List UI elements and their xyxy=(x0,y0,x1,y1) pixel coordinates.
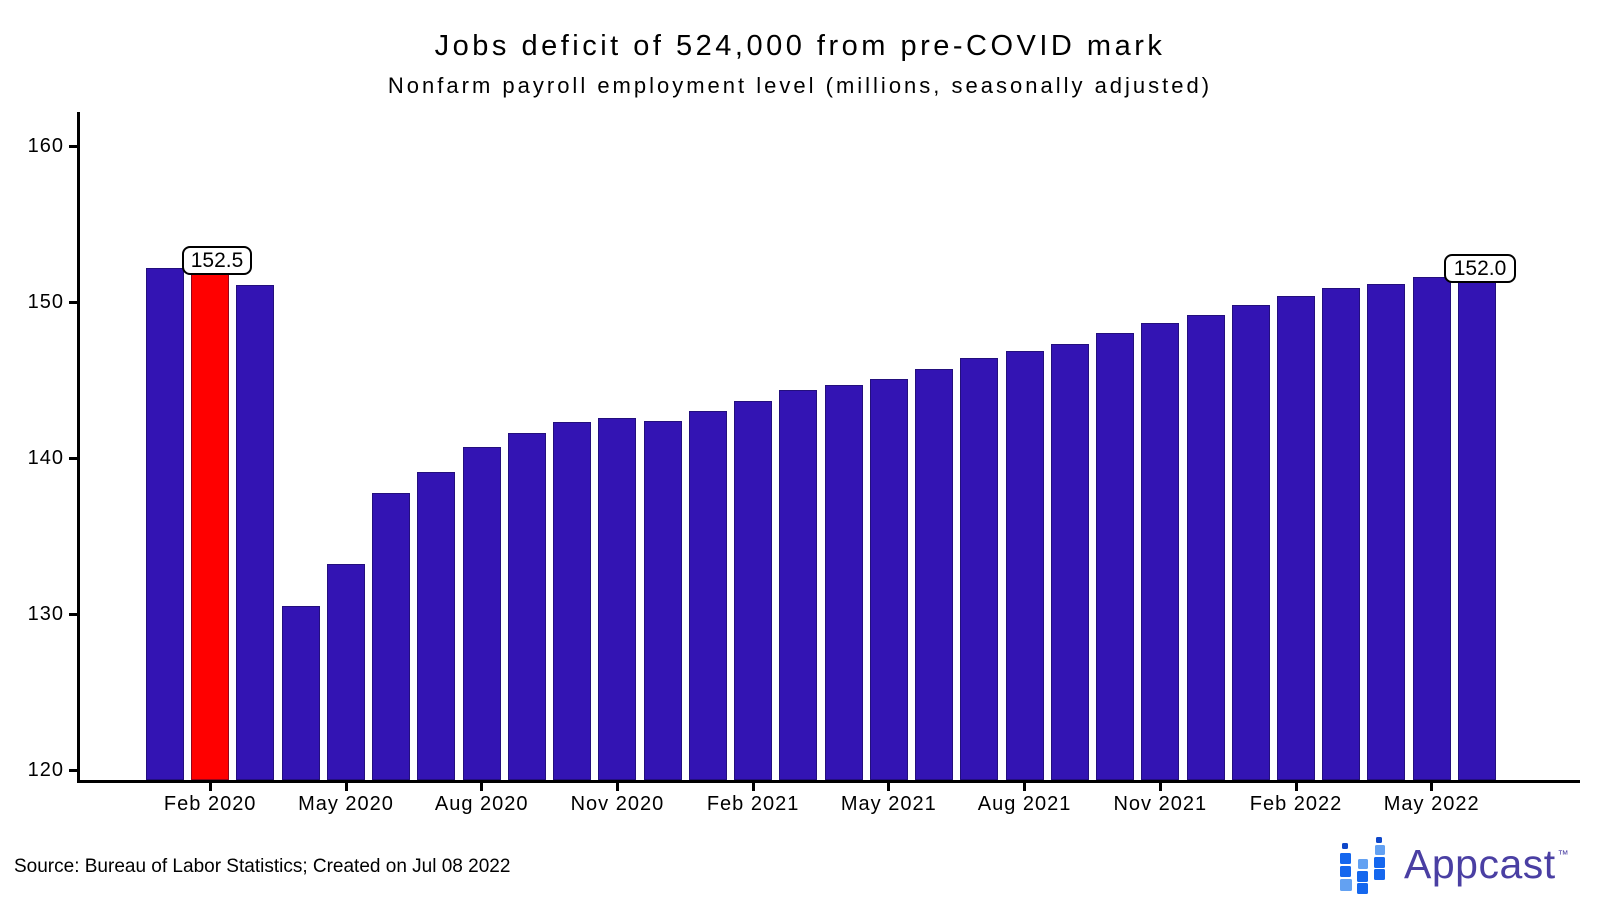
x-tick-label: Feb 2021 xyxy=(706,793,800,815)
bar-mar-2021 xyxy=(779,389,818,780)
x-tick-label: May 2020 xyxy=(298,793,394,815)
annotation-jun-2022: 152.0 xyxy=(1444,254,1516,283)
x-tick-label: Aug 2020 xyxy=(434,793,529,815)
x-axis-line xyxy=(77,780,1580,783)
logo-square xyxy=(1357,871,1368,882)
x-tick-label: May 2022 xyxy=(1383,793,1480,815)
bar-nov-2021 xyxy=(1141,322,1180,780)
x-tick-mark xyxy=(1430,783,1434,791)
x-tick-mark xyxy=(208,783,212,791)
y-tick-label: 150 xyxy=(27,291,64,314)
logo-square xyxy=(1340,879,1352,891)
x-tick-mark xyxy=(751,783,755,791)
bar-feb-2020 xyxy=(191,263,230,780)
y-tick-label: 120 xyxy=(27,759,64,782)
bar-jan-2020 xyxy=(146,267,184,780)
bar-aug-2021 xyxy=(1005,350,1044,780)
x-tick-mark xyxy=(615,783,619,791)
x-tick-label: Aug 2021 xyxy=(977,793,1072,815)
appcast-logo-text: Appcast ™ xyxy=(1404,840,1570,888)
x-tick-mark xyxy=(344,783,348,791)
x-tick-mark xyxy=(1158,783,1162,791)
x-tick-mark xyxy=(480,783,484,791)
logo-square xyxy=(1374,869,1385,880)
bar-sep-2021 xyxy=(1050,344,1089,780)
y-tick-mark xyxy=(69,768,77,772)
x-tick-label: Feb 2022 xyxy=(1249,793,1343,815)
annotation-feb-2020: 152.5 xyxy=(182,246,252,275)
plot-area xyxy=(80,114,1577,780)
y-tick-label: 130 xyxy=(27,603,64,626)
bar-nov-2020 xyxy=(598,417,637,780)
bar-feb-2022 xyxy=(1277,295,1315,780)
bar-jan-2022 xyxy=(1231,305,1270,780)
trademark-symbol: ™ xyxy=(1557,848,1570,861)
bar-feb-2021 xyxy=(734,400,773,780)
bar-jan-2021 xyxy=(688,411,727,780)
y-tick-label: 140 xyxy=(27,447,64,470)
bar-may-2020 xyxy=(326,564,365,780)
bar-may-2022 xyxy=(1412,277,1451,780)
x-tick-mark xyxy=(1294,783,1298,791)
y-tick-mark xyxy=(69,144,77,148)
chart-subtitle: Nonfarm payroll employment level (millio… xyxy=(387,73,1213,98)
x-tick-label: Feb 2020 xyxy=(163,793,257,815)
bar-aug-2020 xyxy=(462,447,501,780)
logo-square xyxy=(1376,837,1382,843)
x-tick-label: May 2021 xyxy=(840,793,937,815)
bar-mar-2022 xyxy=(1322,288,1361,780)
bar-mar-2020 xyxy=(236,285,275,780)
y-tick-mark xyxy=(69,300,77,304)
bar-oct-2020 xyxy=(553,422,592,780)
logo-square xyxy=(1357,883,1368,894)
bar-apr-2021 xyxy=(824,384,863,780)
bar-jul-2020 xyxy=(417,472,456,780)
x-tick-label: Nov 2021 xyxy=(1113,793,1208,815)
bar-jun-2021 xyxy=(915,369,954,780)
bar-may-2021 xyxy=(869,378,908,780)
bar-dec-2020 xyxy=(643,420,682,780)
y-tick-mark xyxy=(69,456,77,460)
logo-square xyxy=(1340,866,1351,877)
bar-oct-2021 xyxy=(1096,333,1135,780)
bar-sep-2020 xyxy=(507,433,546,780)
bar-jun-2020 xyxy=(372,492,411,780)
appcast-wordmark: Appcast xyxy=(1404,840,1556,887)
x-tick-mark xyxy=(887,783,891,791)
logo-square xyxy=(1374,857,1385,868)
bar-jun-2022 xyxy=(1457,271,1496,780)
logo-square xyxy=(1342,843,1348,849)
appcast-logo-icon xyxy=(1340,833,1394,895)
logo-square xyxy=(1340,853,1351,864)
bar-jul-2021 xyxy=(960,358,999,780)
y-tick-label: 160 xyxy=(27,135,64,158)
logo-square xyxy=(1375,845,1385,855)
bar-apr-2022 xyxy=(1367,283,1406,780)
appcast-logo: Appcast ™ xyxy=(1340,832,1570,896)
y-axis-line xyxy=(77,112,80,783)
bar-apr-2020 xyxy=(281,606,320,780)
bar-dec-2021 xyxy=(1186,314,1225,780)
source-note: Source: Bureau of Labor Statistics; Crea… xyxy=(14,856,511,877)
y-tick-mark xyxy=(69,612,77,616)
x-tick-label: Nov 2020 xyxy=(570,793,665,815)
chart-title: Jobs deficit of 524,000 from pre-COVID m… xyxy=(434,30,1166,62)
x-tick-mark xyxy=(1023,783,1027,791)
logo-square xyxy=(1358,859,1368,869)
